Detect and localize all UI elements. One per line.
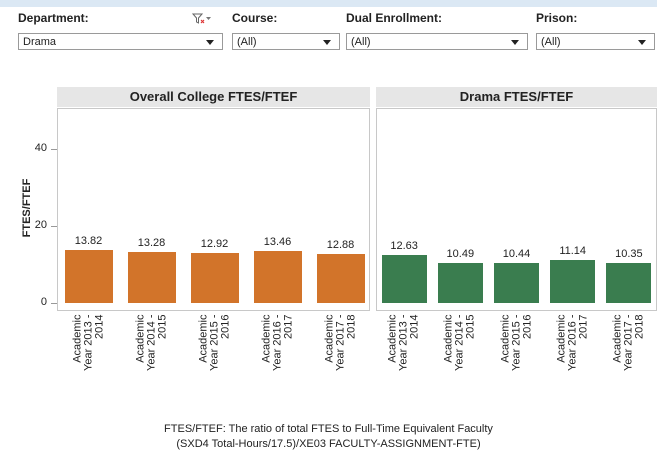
bar bbox=[316, 253, 365, 303]
footnote: (SXD4 Total-Hours/17.5)/XE03 FACULTY-ASS… bbox=[176, 438, 481, 450]
x-tick-label: Academic Year 2015 - 2016 bbox=[499, 314, 533, 371]
filter-dropdown[interactable]: (All) bbox=[346, 33, 528, 50]
bar bbox=[190, 253, 239, 303]
x-tick-label: Academic Year 2014 - 2015 bbox=[134, 314, 168, 371]
value-label: 10.35 bbox=[615, 248, 643, 261]
filter-dropdown[interactable]: Drama bbox=[18, 33, 223, 50]
filter-dropdown[interactable]: (All) bbox=[536, 33, 655, 50]
dropdown-arrow[interactable] bbox=[206, 40, 214, 45]
x-tick-label: Academic Year 2013 - 2014 bbox=[386, 314, 421, 371]
y-tick-label: 40 bbox=[34, 142, 47, 155]
bar bbox=[381, 254, 427, 303]
bar bbox=[606, 263, 652, 303]
value-label: 12.63 bbox=[390, 239, 418, 252]
value-label: 13.82 bbox=[74, 234, 103, 247]
footnote: FTES/FTEF: The ratio of total FTES to Fu… bbox=[164, 423, 493, 435]
x-tick-label: Academic Year 2016 - 2017 bbox=[260, 314, 294, 371]
filter-dropdown[interactable]: (All) bbox=[232, 33, 340, 50]
panel-title: Drama FTES/FTEF bbox=[376, 87, 657, 107]
filter-value: (All) bbox=[351, 36, 371, 48]
bar bbox=[494, 262, 539, 303]
bar bbox=[550, 260, 596, 303]
y-axis-label: FTES/FTEF bbox=[21, 178, 33, 238]
x-tick-label: Academic Year 2017 - 2018 bbox=[323, 314, 357, 371]
filter-label: Department: bbox=[18, 11, 89, 25]
filter-clear-icon[interactable] bbox=[192, 13, 212, 25]
bar bbox=[253, 251, 302, 303]
x-tick-label: Academic Year 2014 - 2015 bbox=[442, 314, 477, 371]
value-label: 10.44 bbox=[502, 247, 531, 260]
filter-value: (All) bbox=[541, 36, 561, 48]
x-tick-label: Academic Year 2015 - 2016 bbox=[197, 314, 231, 371]
dropdown-arrow[interactable] bbox=[511, 40, 519, 45]
bar bbox=[64, 249, 113, 303]
value-label: 12.92 bbox=[200, 238, 229, 251]
y-tick bbox=[51, 149, 57, 151]
value-label: 13.46 bbox=[263, 236, 292, 249]
dropdown-arrow[interactable] bbox=[323, 40, 331, 45]
y-tick bbox=[51, 226, 57, 228]
value-label: 12.88 bbox=[326, 238, 355, 251]
filter-value: (All) bbox=[237, 36, 257, 48]
y-tick bbox=[51, 303, 57, 304]
value-label: 11.14 bbox=[559, 245, 587, 258]
bar bbox=[437, 262, 483, 303]
panel-title: Overall College FTES/FTEF bbox=[57, 87, 370, 107]
filter-value: Drama bbox=[23, 36, 57, 48]
value-label: 13.28 bbox=[137, 237, 166, 249]
bar bbox=[127, 252, 176, 303]
x-tick-label: Academic Year 2016 - 2017 bbox=[555, 314, 590, 371]
plot-area bbox=[57, 108, 370, 311]
top-bar bbox=[0, 0, 657, 7]
filter-label: Prison: bbox=[536, 11, 578, 25]
dropdown-arrow[interactable] bbox=[638, 40, 646, 45]
y-tick-label: 0 bbox=[40, 296, 47, 308]
value-label: 10.49 bbox=[446, 247, 475, 260]
y-tick-label: 20 bbox=[34, 219, 47, 232]
filter-label: Course: bbox=[232, 11, 278, 25]
x-tick-label: Academic Year 2013 - 2014 bbox=[71, 314, 105, 371]
x-tick-label: Academic Year 2017 - 2018 bbox=[611, 314, 646, 371]
filter-label: Dual Enrollment: bbox=[346, 11, 443, 25]
